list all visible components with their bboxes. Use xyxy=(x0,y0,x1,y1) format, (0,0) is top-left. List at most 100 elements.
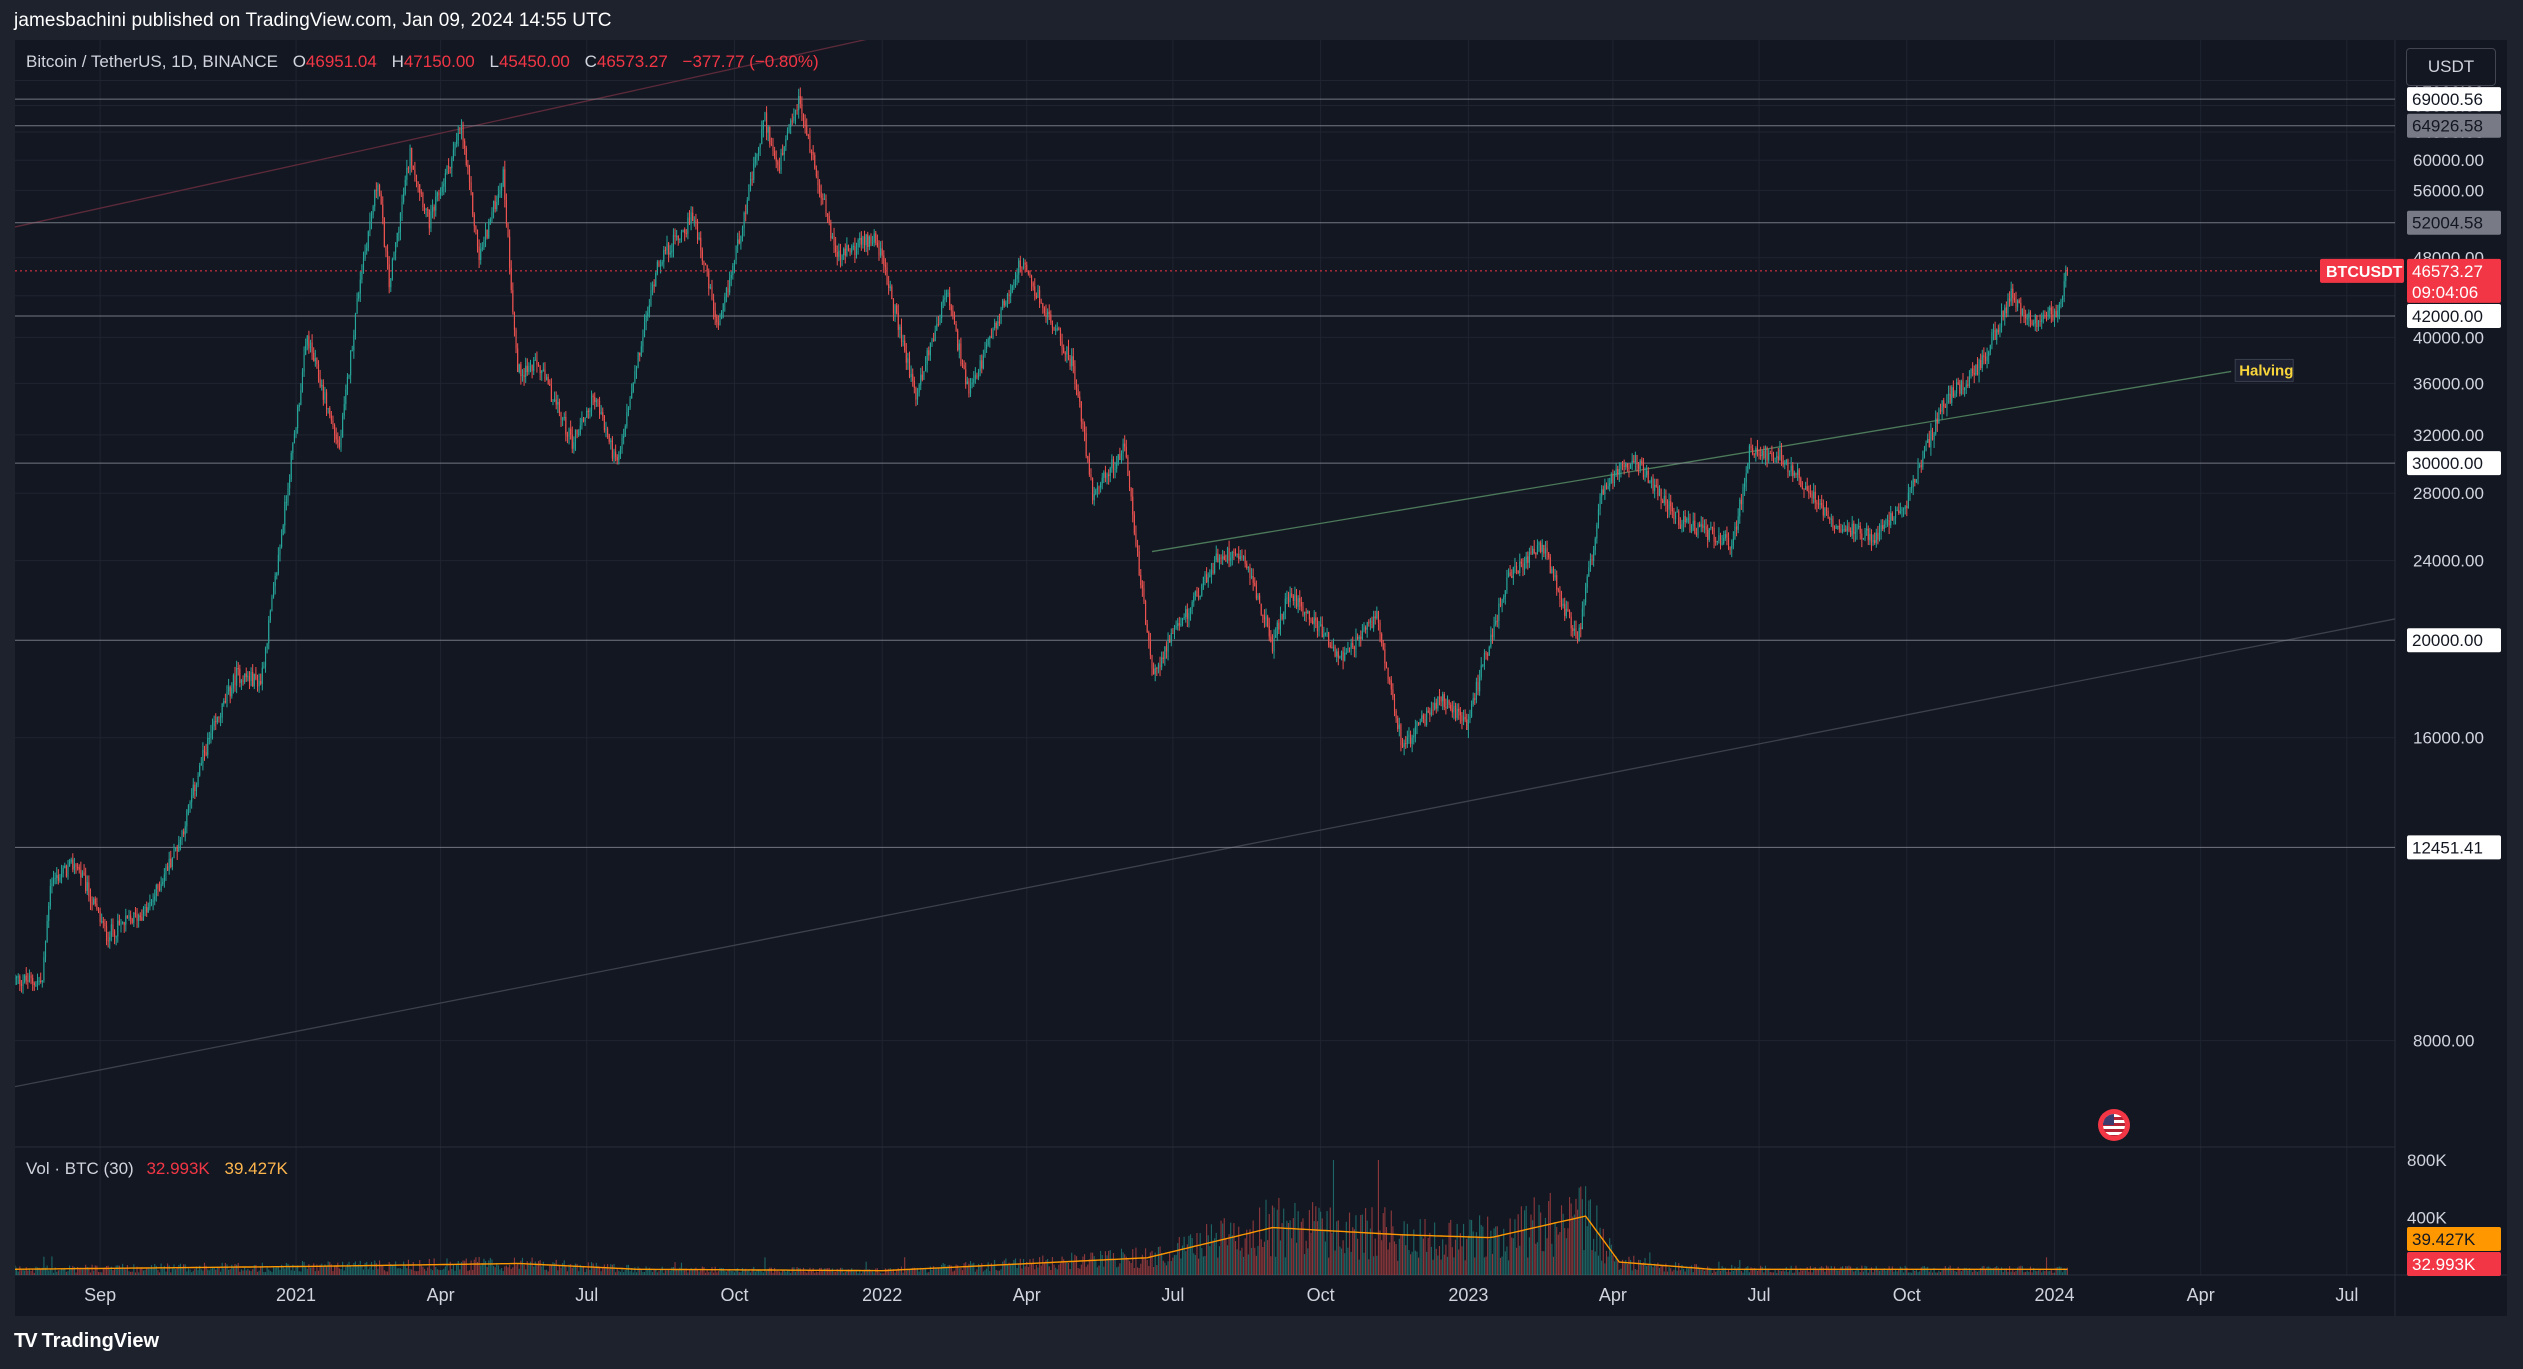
volume-bar xyxy=(2052,1272,2054,1275)
volume-bar xyxy=(399,1268,401,1275)
candle-body xyxy=(295,427,297,434)
candle-body xyxy=(358,293,360,299)
volume-bar xyxy=(1935,1272,1937,1275)
volume-bar xyxy=(684,1270,686,1275)
volume-bar xyxy=(1634,1269,1636,1275)
candle-body xyxy=(1151,655,1153,669)
volume-bar xyxy=(1981,1266,1983,1275)
time-tick-label: 2024 xyxy=(2035,1285,2075,1305)
price-level-label: 42000.00 xyxy=(2412,307,2483,326)
candle-body xyxy=(24,975,26,983)
candle-body xyxy=(1064,353,1066,355)
volume-bar xyxy=(1323,1231,1325,1275)
candle-body xyxy=(139,915,141,918)
candle-body xyxy=(1753,454,1755,456)
candle-body xyxy=(1096,487,1098,490)
volume-bar xyxy=(388,1262,390,1275)
candle-body xyxy=(1100,483,1102,488)
volume-bar xyxy=(218,1267,220,1275)
candle-body xyxy=(1315,617,1317,621)
chart-frame[interactable]: Halving72000.0068000.0064000.0060000.005… xyxy=(15,40,2507,1316)
volume-bar xyxy=(979,1266,981,1275)
volume-bar xyxy=(1697,1266,1699,1275)
volume-bar xyxy=(1644,1257,1646,1275)
candle-body xyxy=(1678,511,1680,526)
time-tick-label: 2023 xyxy=(1448,1285,1488,1305)
volume-bar xyxy=(841,1267,843,1275)
volume-bar xyxy=(862,1270,864,1275)
candle-body xyxy=(1750,446,1752,449)
volume-bar xyxy=(1013,1259,1015,1275)
time-tick-label: Apr xyxy=(427,1285,455,1305)
volume-bar xyxy=(1448,1222,1450,1275)
candle-body xyxy=(1872,540,1874,543)
candle-body xyxy=(1556,575,1558,590)
volume-bar xyxy=(1283,1208,1285,1275)
volume-bar xyxy=(1936,1272,1938,1275)
candle-body xyxy=(692,212,694,221)
tradingview-logo[interactable]: TV TradingView xyxy=(14,1330,159,1353)
candle-body xyxy=(1368,622,1370,624)
candle-body xyxy=(846,245,848,256)
volume-bar xyxy=(1732,1270,1734,1275)
brand-name: TradingView xyxy=(41,1330,160,1352)
candle-body xyxy=(2012,288,2014,298)
candle-body xyxy=(1459,711,1461,716)
currency-button[interactable]: USDT xyxy=(2406,48,2496,86)
volume-bar xyxy=(1390,1210,1392,1275)
candle-body xyxy=(457,132,459,141)
volume-bar xyxy=(1329,1207,1331,1275)
candle-body xyxy=(1891,513,1893,521)
volume-bar xyxy=(1681,1264,1683,1275)
volume-bar xyxy=(1710,1268,1712,1275)
volume-bar xyxy=(1324,1241,1327,1275)
volume-bar xyxy=(1220,1220,1222,1275)
volume-bar xyxy=(944,1264,946,1275)
volume-bar xyxy=(905,1270,907,1275)
candle-body xyxy=(484,229,487,241)
volume-bar xyxy=(1331,1232,1333,1275)
volume-bar xyxy=(1210,1224,1212,1275)
candle-body xyxy=(1686,518,1688,523)
candle-body xyxy=(186,810,188,827)
candle-body xyxy=(1809,492,1812,494)
volume-bar xyxy=(713,1272,715,1275)
candle-body xyxy=(827,213,829,216)
volume-bar xyxy=(891,1270,893,1275)
candle-body xyxy=(910,373,912,378)
candle-body xyxy=(528,366,530,373)
volume-bar xyxy=(1715,1271,1717,1275)
volume-bar xyxy=(152,1268,154,1275)
us-flag-icon[interactable] xyxy=(2098,1109,2130,1141)
volume-bar xyxy=(330,1264,332,1275)
volume-bar xyxy=(128,1271,130,1275)
candle-body xyxy=(769,127,771,144)
candle-body xyxy=(194,784,196,792)
volume-bar xyxy=(1994,1267,1996,1275)
candle-body xyxy=(27,980,29,982)
candle-body xyxy=(1520,561,1522,564)
candle-body xyxy=(1409,734,1412,744)
price-chart[interactable]: Halving72000.0068000.0064000.0060000.005… xyxy=(15,40,2507,1316)
volume-bar xyxy=(1586,1226,1588,1275)
candle-body xyxy=(1646,470,1648,475)
volume-bar xyxy=(390,1264,392,1275)
candle-body xyxy=(888,284,890,288)
volume-bar xyxy=(54,1267,56,1275)
volume-bar xyxy=(478,1257,480,1275)
candle-body xyxy=(1263,615,1265,620)
candle-body xyxy=(271,596,273,611)
volume-bar xyxy=(417,1270,419,1275)
candle-body xyxy=(184,826,186,835)
volume-bar xyxy=(22,1269,24,1275)
candle-body xyxy=(1933,433,1935,440)
candle-body xyxy=(1858,525,1860,527)
price-tick-label: 56000.00 xyxy=(2413,181,2484,200)
volume-bar xyxy=(1172,1257,1174,1275)
volume-bar xyxy=(860,1273,862,1275)
volume-bar xyxy=(1954,1270,1956,1275)
candle-body xyxy=(624,426,626,437)
candle-body xyxy=(1382,643,1384,650)
candle-body xyxy=(937,324,939,326)
candle-body xyxy=(192,784,194,796)
